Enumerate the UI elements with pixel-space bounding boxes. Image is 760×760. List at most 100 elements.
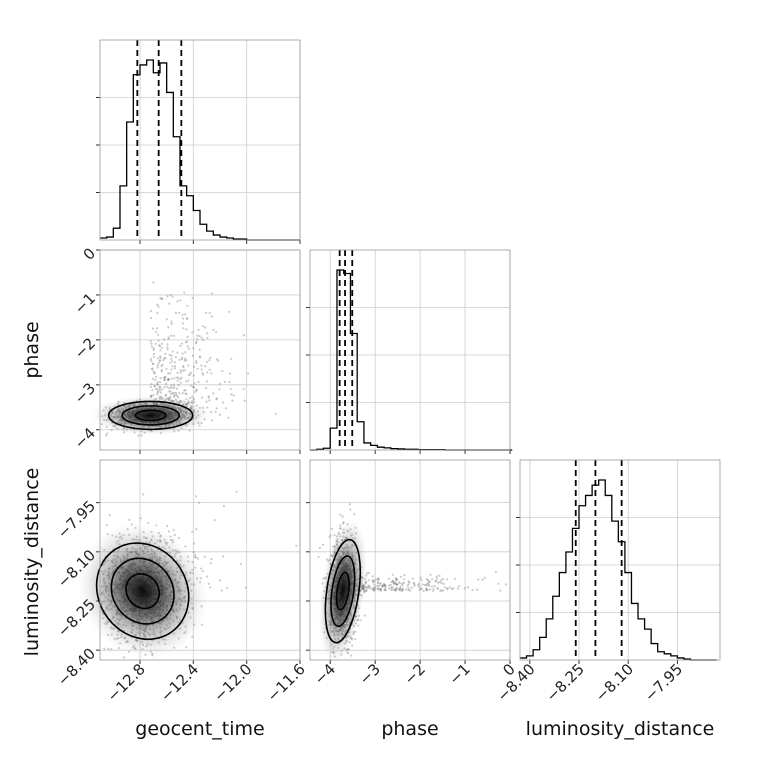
scatter-point [499,589,502,592]
scatter-point [407,583,410,586]
scatter-point [347,652,350,655]
scatter-point [423,583,427,587]
density-panel-phase-vs-luminosity-distance [306,459,511,664]
scatter-point [239,562,243,566]
panel-background [100,40,300,240]
scatter-point [191,297,194,300]
scatter-point [201,372,204,375]
scatter-point [157,305,160,308]
scatter-point [368,585,371,588]
scatter-point [426,583,429,586]
scatter-point [438,580,441,584]
scatter-point [206,336,209,340]
scatter-point [150,345,154,348]
scatter-point [434,580,437,583]
scatter-point [383,588,386,591]
ylabel-luminosity-distance: luminosity_distance [21,468,43,657]
scatter-point [208,399,211,402]
scatter-point [418,585,421,588]
scatter-point [175,391,178,395]
scatter-point [401,582,404,585]
scatter-point [164,394,167,397]
scatter-point [149,357,153,361]
scatter-point [376,581,379,585]
scatter-point [204,387,208,390]
scatter-point [377,577,380,580]
scatter-point [191,331,194,334]
scatter-point [185,317,188,320]
x-tick-label: −3 [356,660,384,688]
scatter-point [186,345,189,348]
scatter-point [173,365,177,368]
scatter-point [155,330,158,334]
scatter-point [179,344,182,347]
scatter-point [157,390,160,393]
scatter-point [193,365,196,368]
scatter-point [174,394,177,397]
scatter-point [178,392,181,395]
scatter-point [128,518,131,522]
scatter-point [197,381,200,384]
scatter-point [402,578,406,581]
scatter-point [205,380,209,383]
scatter-point [388,584,391,587]
scatter-point [156,393,159,396]
scatter-point [442,582,445,586]
hist-panel-luminosity-distance [516,459,721,664]
scatter-point [156,364,159,367]
scatter-point [218,413,221,416]
scatter-point [175,394,178,397]
scatter-point [159,377,162,380]
scatter-point [483,576,486,579]
y-tick-label: −8.40 [54,645,99,690]
scatter-point [185,340,189,343]
x-tick-label: −12.0 [210,660,255,705]
y-tick-label: −7.95 [54,497,99,542]
scatter-point [329,534,332,537]
scatter-point [152,394,155,397]
histogram-step [520,479,717,661]
scatter-point [373,579,376,582]
scatter-point [375,578,378,581]
scatter-point [413,583,416,586]
scatter-point [339,524,342,527]
scatter-point [401,588,404,591]
scatter-point [494,571,497,574]
scatter-point [167,337,170,340]
scatter-point [195,388,198,391]
scatter-point [367,579,370,582]
scatter-point [367,571,370,575]
scatter-point [181,352,184,355]
scatter-point [190,395,194,398]
scatter-point [194,556,197,559]
scatter-point [348,503,351,506]
scatter-point [155,388,158,391]
scatter-point [210,558,213,561]
scatter-point [170,377,173,380]
scatter-point [152,347,155,350]
scatter-point [497,582,500,585]
scatter-point [400,589,403,593]
scatter-point [156,381,159,384]
scatter-point [218,388,221,391]
scatter-point [392,581,395,584]
scatter-point [339,513,342,516]
y-tick-label: −1 [71,289,99,317]
scatter-point [466,586,470,589]
scatter-point [274,412,277,415]
scatter-point [477,578,480,581]
scatter-point [206,332,209,335]
scatter-point [391,573,394,576]
scatter-point [391,580,394,583]
scatter-point [184,380,188,383]
scatter-point [174,356,177,359]
scatter-point [420,578,423,582]
scatter-point [147,521,150,524]
scatter-point [185,359,188,362]
x-tick-label: −8.25 [543,660,588,705]
scatter-point [376,584,379,588]
scatter-point [204,365,207,368]
scatter-point [377,577,380,581]
scatter-point [166,343,169,346]
scatter-point [446,578,449,581]
